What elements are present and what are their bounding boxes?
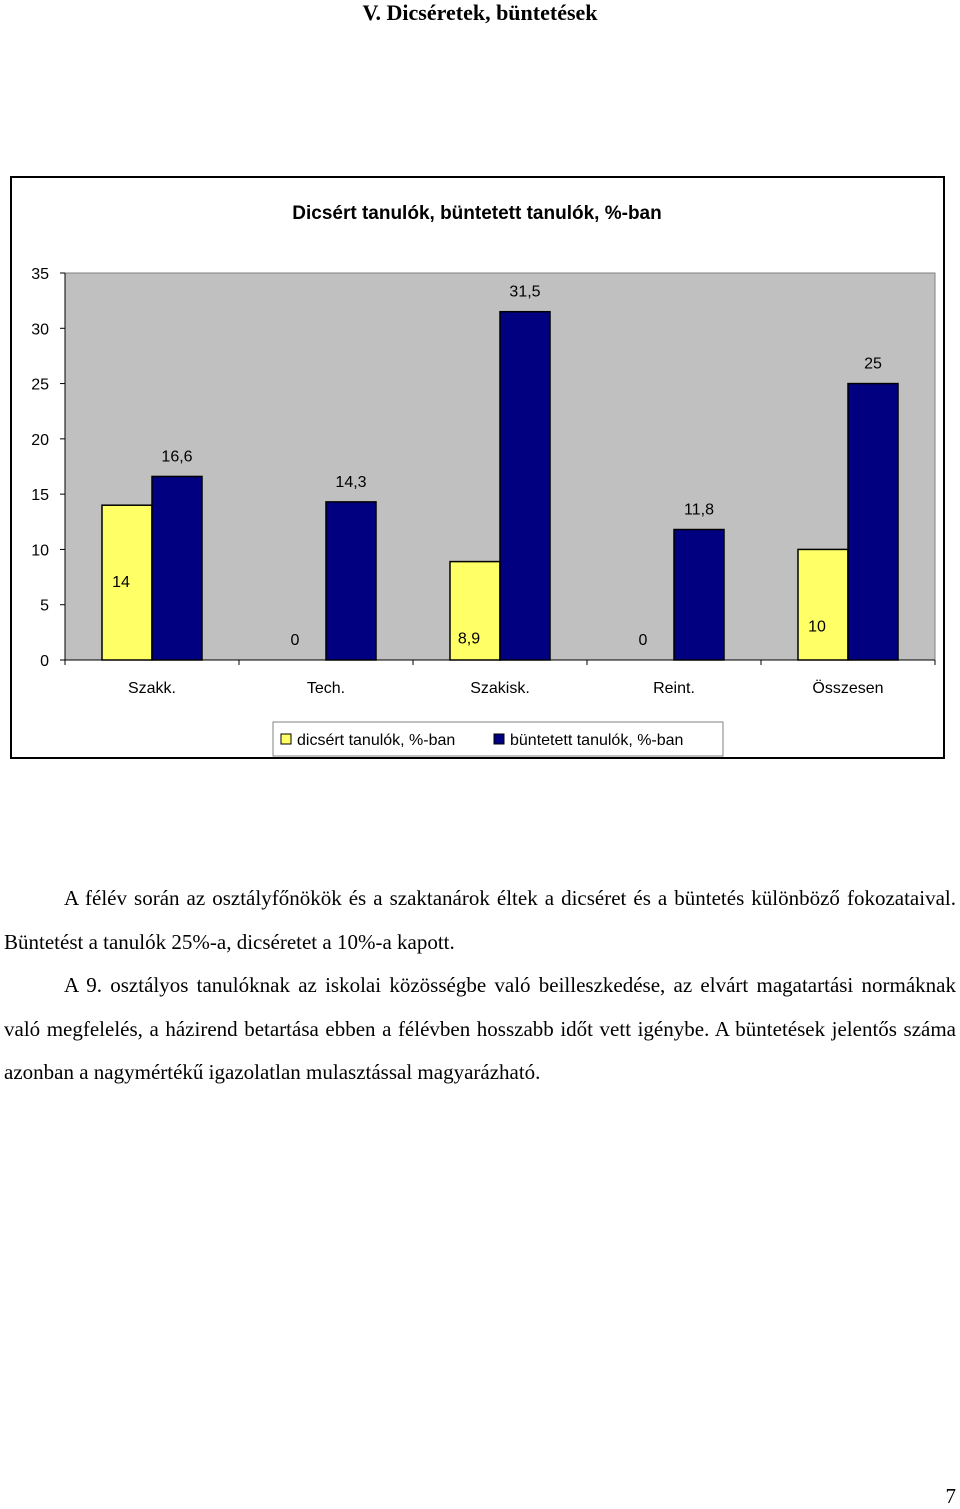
data-label: 0 xyxy=(639,632,648,649)
data-label: 8,9 xyxy=(458,631,480,648)
bar-dicsert xyxy=(101,504,153,661)
paragraph-2: A 9. osztályos tanulóknak az iskolai köz… xyxy=(4,973,956,1084)
bar-buntetett xyxy=(325,501,377,661)
page-number: 7 xyxy=(945,1484,957,1508)
data-label: 0 xyxy=(291,632,300,649)
legend-label: dicsért tanulók, %-ban xyxy=(297,732,455,749)
x-tick-label: Tech. xyxy=(307,680,345,697)
data-label: 16,6 xyxy=(161,448,192,465)
x-tick-label: Reint. xyxy=(653,680,695,697)
y-tick-label: 35 xyxy=(31,266,49,283)
bar-buntetett xyxy=(151,475,203,661)
data-label: 14 xyxy=(112,574,130,591)
y-tick-label: 15 xyxy=(31,487,49,504)
legend-swatch xyxy=(493,733,505,745)
y-tick-label: 30 xyxy=(31,321,49,338)
y-tick-label: 5 xyxy=(40,598,49,615)
bar-dicsert xyxy=(449,560,501,661)
y-tick-label: 10 xyxy=(31,542,49,559)
legend-swatch xyxy=(280,733,292,745)
legend-label: büntetett tanulók, %-ban xyxy=(510,732,683,749)
y-tick-label: 0 xyxy=(40,653,49,670)
data-label: 10 xyxy=(808,618,826,635)
data-label: 11,8 xyxy=(684,502,714,519)
bar-buntetett xyxy=(499,310,551,661)
data-label: 25 xyxy=(864,356,882,373)
data-label: 31,5 xyxy=(509,284,540,301)
y-tick-label: 20 xyxy=(31,432,49,449)
bar-dicsert xyxy=(797,548,849,661)
data-label: 14,3 xyxy=(335,474,366,491)
bar-buntetett xyxy=(673,528,725,661)
section-title: V. Dicséretek, büntetések xyxy=(362,0,598,25)
chart-title: Dicsért tanulók, büntetett tanulók, %-ba… xyxy=(292,203,661,224)
x-tick-label: Szakk. xyxy=(128,680,176,697)
paragraph-1: A félév során az osztályfőnökök és a sza… xyxy=(4,886,956,954)
y-tick-label: 25 xyxy=(31,377,49,394)
bar-buntetett xyxy=(847,382,899,661)
x-tick-label: Összesen xyxy=(812,679,883,697)
x-tick-label: Szakisk. xyxy=(470,680,530,697)
bar-chart: Dicsért tanulók, büntetett tanulók, %-ba… xyxy=(31,203,936,757)
chart-frame: Dicsért tanulók, büntetett tanulók, %-ba… xyxy=(10,176,945,759)
